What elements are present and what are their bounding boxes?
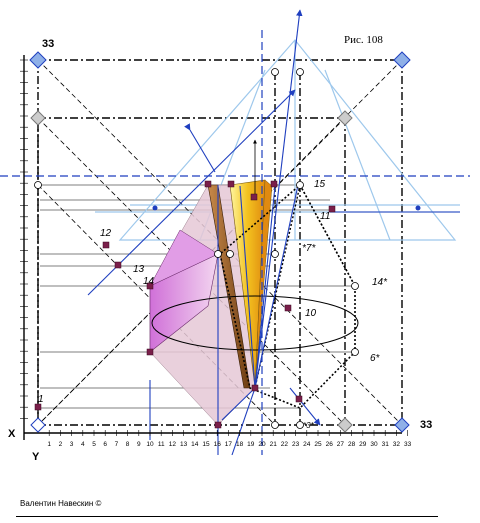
- x-tick-label: 26: [326, 441, 334, 448]
- figure-title: Рис. 108: [344, 34, 383, 46]
- x-tick-label: 32: [393, 441, 401, 448]
- x-tick-label: 27: [337, 441, 345, 448]
- point-label-14: 14: [143, 276, 155, 287]
- point-label-3s: *3*: [303, 421, 315, 430]
- x-tick-label: 4: [81, 441, 85, 448]
- x-tick-label: 15: [202, 441, 210, 448]
- x-tick-label: 21: [270, 441, 278, 448]
- author-credit: Валентин Навескин ©: [20, 499, 102, 508]
- y-axis-ticks: [20, 59, 28, 419]
- x-tick-label: 5: [92, 441, 96, 448]
- x-tick-label: 18: [236, 441, 244, 448]
- point-label-1: 1: [38, 394, 44, 405]
- x-tick-label: 6: [103, 441, 107, 448]
- corner-label-right: 33: [420, 419, 432, 431]
- x-tick-label: 14: [191, 441, 199, 448]
- x-tick-label: 1: [47, 441, 51, 448]
- point-label-7s: *7*: [302, 243, 316, 254]
- blue-dashed-lines: [0, 30, 470, 455]
- point-label-12: 12: [100, 228, 112, 239]
- x-tick-label: 9: [137, 441, 141, 448]
- x-tick-label: 8: [126, 441, 130, 448]
- x-tick-label: 12: [169, 441, 177, 448]
- x-tick-label: 29: [359, 441, 367, 448]
- point-label-14s: 14*: [372, 277, 388, 288]
- blue-dot-right: [415, 205, 421, 211]
- x-tick-label: 28: [348, 441, 356, 448]
- corner-label-left: 33: [42, 38, 54, 50]
- open-circle-markers: [34, 68, 359, 429]
- axis-x-label: X: [8, 428, 16, 440]
- x-tick-label: 16: [214, 441, 222, 448]
- x-tick-label: 10: [146, 441, 154, 448]
- point-label-13: 13: [133, 264, 145, 275]
- x-tick-label: 19: [247, 441, 255, 448]
- x-tick-label: 11: [158, 441, 165, 448]
- x-tick-label: 13: [180, 441, 188, 448]
- point-label-6s: 6*: [370, 353, 381, 364]
- violet-face-2: [149, 229, 219, 287]
- x-tick-label: 23: [292, 441, 300, 448]
- x-tick-label: 33: [404, 441, 412, 448]
- labels: 33 33 X Y 1 12 13 14 10 11 15 14* 6* *7*…: [8, 38, 432, 463]
- gold-cone-side: [254, 179, 273, 389]
- x-axis-ticks: 1 2 3 4 5 6 7 8 9 10 11 12 13 14 15 16 17 18 19 20 21 22 23 24 2…: [47, 430, 412, 448]
- diamond-markers: [29, 51, 411, 433]
- point-label-15: 15: [314, 179, 326, 190]
- blue-dot: [152, 205, 158, 211]
- x-tick-label: 31: [382, 441, 390, 448]
- point-markers: [34, 180, 336, 429]
- x-tick-label: 2: [59, 441, 63, 448]
- bottom-rule: [16, 516, 438, 517]
- point-label-10: 10: [305, 308, 317, 319]
- x-tick-label: 25: [314, 441, 322, 448]
- x-tick-label: 17: [225, 441, 233, 448]
- x-tick-label: 7: [115, 441, 119, 448]
- x-tick-label: 24: [303, 441, 311, 448]
- axis-y-label: Y: [32, 451, 40, 463]
- x-tick-label: 20: [258, 441, 266, 448]
- x-tick-label: 30: [370, 441, 378, 448]
- x-tick-label: 3: [70, 441, 74, 448]
- x-tick-label: 22: [281, 441, 289, 448]
- point-label-11: 11: [320, 211, 330, 222]
